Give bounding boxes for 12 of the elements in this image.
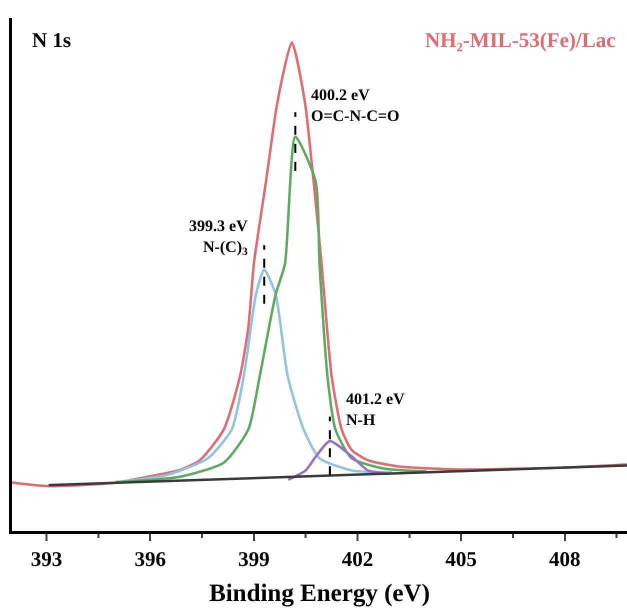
- x-tick-label: 408: [549, 546, 581, 571]
- x-tick-label: 396: [134, 546, 166, 571]
- x-tick-label: 399: [238, 546, 270, 571]
- x-tick-label: 402: [342, 546, 374, 571]
- text: NH₂-MIL-53(Fe)/Lac: [425, 28, 616, 52]
- annotation: 399.3 eV N-(C)$_{3}$: [189, 218, 248, 258]
- x-tick-label: 405: [445, 546, 477, 571]
- annotation: 401.2 eV N-H: [346, 391, 406, 429]
- x-tick-label: 393: [30, 546, 62, 571]
- annotation: N 1s: [32, 28, 72, 52]
- x-axis-title: Binding Energy (eV): [209, 580, 430, 607]
- annotation: 400.2 eV O=C-N-C=O: [311, 87, 400, 125]
